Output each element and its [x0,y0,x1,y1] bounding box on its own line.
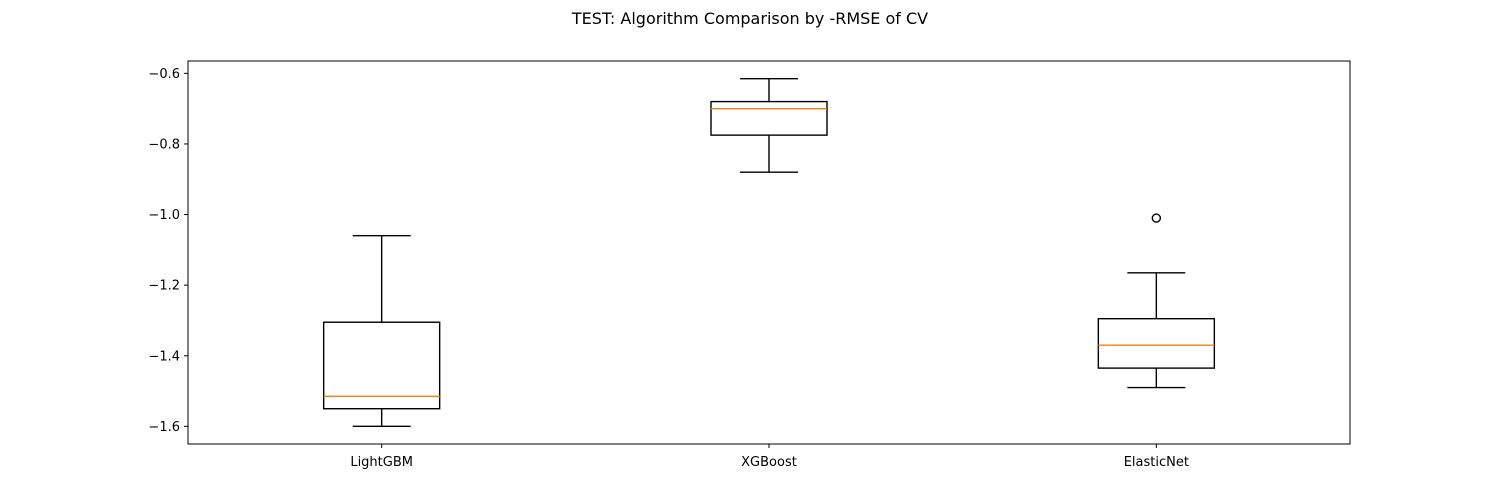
y-tick-label: −1.6 [148,420,180,435]
x-axis: LightGBM XGBoost ElasticNet [350,444,1189,470]
y-tick-label: −0.8 [148,137,180,152]
box-elasticnet [1097,213,1216,389]
y-axis: −1.6 −1.4 −1.2 −1.0 −0.8 −0.6 [148,67,188,435]
outlier-point [1151,213,1162,223]
iqr-box [710,100,828,136]
chart-title: TEST: Algorithm Comparison by -RMSE of C… [571,9,928,28]
box-lightgbm [322,235,441,428]
boxes [322,77,1216,428]
y-tick-label: −0.6 [148,67,180,82]
x-tick-label: LightGBM [350,455,413,470]
plot-frame [187,60,1351,445]
iqr-box [1097,317,1216,369]
y-tick-label: −1.4 [148,349,180,364]
y-tick-label: −1.2 [148,279,180,294]
y-tick-label: −1.0 [148,208,180,223]
box-xgboost [710,77,828,173]
x-tick-label: ElasticNet [1124,455,1189,470]
iqr-box [322,321,441,410]
x-tick-label: XGBoost [741,455,797,470]
